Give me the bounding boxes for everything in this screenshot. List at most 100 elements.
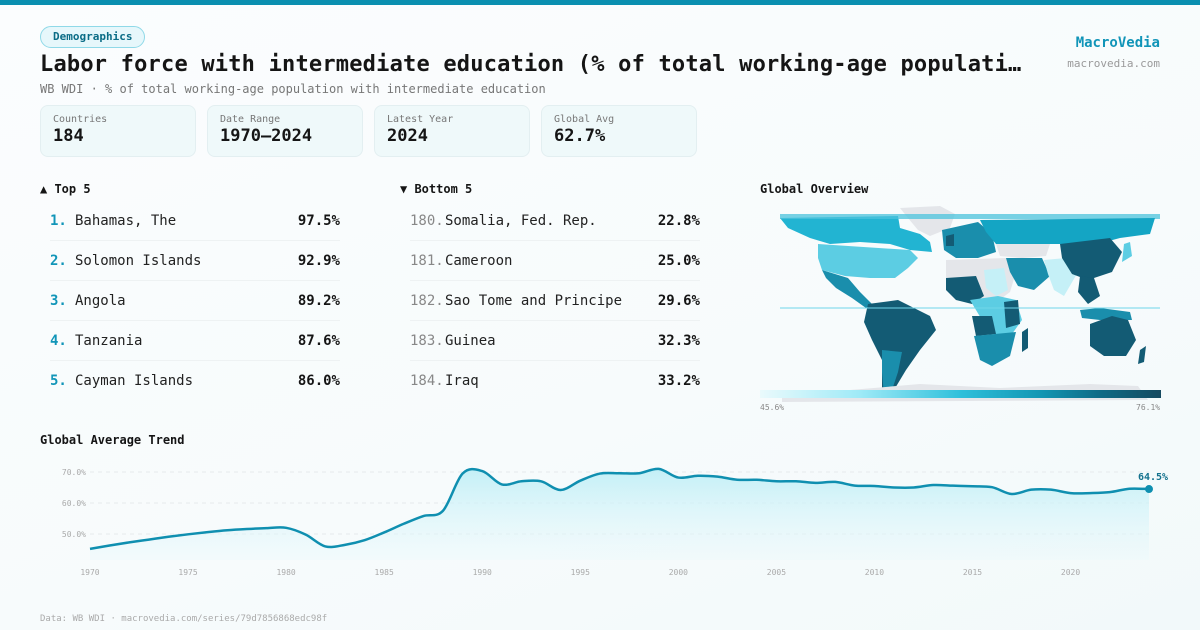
country-value: 32.3% bbox=[657, 332, 700, 349]
y-tick-label: 60.0% bbox=[62, 499, 86, 508]
stat-value: 2024 bbox=[387, 126, 428, 146]
brand-name[interactable]: MacroVedia bbox=[1075, 35, 1160, 51]
x-axis-ticks: 1970 1975 1980 1985 1990 1995 2000 2005 2010 2015… bbox=[80, 568, 1080, 577]
map-region-sahel bbox=[984, 268, 1008, 296]
country-value: 22.8% bbox=[657, 212, 700, 229]
top-accent-bar bbox=[0, 0, 1200, 5]
stats-row: Countries 184 Date Range 1970–2024 Lates… bbox=[40, 105, 697, 157]
map-region-russia bbox=[980, 218, 1155, 246]
list-item[interactable]: 182. Sao Tome and Principe 29.6% bbox=[410, 281, 700, 321]
rank-number: 3. bbox=[50, 292, 67, 309]
map-region-middle-east bbox=[1006, 258, 1050, 290]
rank-number: 184. bbox=[410, 373, 444, 389]
map-region-uk bbox=[946, 234, 954, 246]
list-item[interactable]: 5. Cayman Islands 86.0% bbox=[50, 361, 340, 401]
stat-label: Date Range bbox=[220, 114, 281, 125]
country-name: Cameroon bbox=[445, 252, 513, 269]
stat-label: Global Avg bbox=[554, 114, 615, 125]
x-tick-label: 1980 bbox=[276, 568, 295, 577]
map-region-mexico bbox=[822, 270, 872, 308]
x-tick-label: 1970 bbox=[80, 568, 99, 577]
country-name: Cayman Islands bbox=[75, 373, 194, 389]
bottom5-heading: ▼ Bottom 5 bbox=[400, 182, 473, 196]
bottom5-list: 180. Somalia, Fed. Rep. 22.8% 181. Camer… bbox=[410, 201, 700, 401]
stat-label: Countries bbox=[53, 114, 108, 125]
x-tick-label: 2015 bbox=[963, 568, 982, 577]
category-badge[interactable]: Demographics bbox=[40, 26, 146, 48]
x-tick-label: 2005 bbox=[767, 568, 786, 577]
map-region-argentina bbox=[882, 350, 902, 396]
map-region-south-america bbox=[864, 300, 936, 400]
y-axis-ticks: 50.0% 60.0% 70.0% bbox=[62, 468, 86, 539]
country-name: Bahamas, The bbox=[75, 212, 177, 229]
brand-url[interactable]: macrovedia.com bbox=[1067, 57, 1160, 70]
x-tick-label: 2020 bbox=[1061, 568, 1080, 577]
last-point-marker bbox=[1145, 485, 1153, 494]
list-item[interactable]: 180. Somalia, Fed. Rep. 22.8% bbox=[410, 201, 700, 241]
map-region-australia bbox=[1090, 316, 1136, 356]
stat-value: 1970–2024 bbox=[220, 126, 313, 146]
map-region-tanzania bbox=[1004, 300, 1020, 328]
country-value: 92.9% bbox=[297, 252, 340, 269]
stat-card-date-range: Date Range 1970–2024 bbox=[207, 105, 363, 157]
list-item[interactable]: 183. Guinea 32.3% bbox=[410, 321, 700, 361]
country-value: 89.2% bbox=[297, 292, 340, 309]
rank-number: 183. bbox=[410, 332, 444, 349]
stat-label: Latest Year bbox=[387, 114, 454, 125]
stat-card-latest-year: Latest Year 2024 bbox=[374, 105, 530, 157]
last-value-label: 64.5% bbox=[1138, 472, 1168, 483]
country-value: 86.0% bbox=[297, 373, 340, 389]
list-item[interactable]: 1. Bahamas, The 97.5% bbox=[50, 201, 340, 241]
trend-line-chart[interactable]: 50.0% 60.0% 70.0% 1970 1975 1980 1985 1990 1995… bbox=[0, 455, 1200, 585]
y-tick-label: 50.0% bbox=[62, 530, 86, 539]
rank-number: 181. bbox=[410, 252, 444, 269]
x-tick-label: 1985 bbox=[375, 568, 394, 577]
y-tick-label: 70.0% bbox=[62, 468, 86, 477]
rank-number: 1. bbox=[50, 212, 67, 229]
map-region-se-asia bbox=[1078, 276, 1100, 304]
list-item[interactable]: 2. Solomon Islands 92.9% bbox=[50, 241, 340, 281]
x-tick-label: 1975 bbox=[178, 568, 197, 577]
list-item[interactable]: 181. Cameroon 25.0% bbox=[410, 241, 700, 281]
stat-value: 62.7% bbox=[554, 126, 606, 146]
page-subtitle: WB WDI · % of total working-age populati… bbox=[40, 82, 546, 96]
rank-number: 5. bbox=[50, 373, 67, 389]
list-item[interactable]: 3. Angola 89.2% bbox=[50, 281, 340, 321]
country-name: Solomon Islands bbox=[75, 252, 202, 269]
color-scale-legend bbox=[760, 390, 1161, 398]
brand: MacroVedia macrovedia.com bbox=[1067, 35, 1160, 70]
list-item[interactable]: 4. Tanzania 87.6% bbox=[50, 321, 340, 361]
rank-number: 2. bbox=[50, 252, 67, 269]
trend-area bbox=[90, 468, 1149, 560]
map-heading: Global Overview bbox=[760, 182, 869, 196]
page-title: Labor force with intermediate education … bbox=[40, 52, 1022, 77]
x-tick-label: 1990 bbox=[473, 568, 492, 577]
map-region-greenland bbox=[900, 206, 955, 236]
map-region-indonesia bbox=[1080, 308, 1132, 320]
top5-list: 1. Bahamas, The 97.5% 2. Solomon Islands… bbox=[50, 201, 340, 401]
legend-min-label: 45.6% bbox=[760, 403, 785, 412]
country-value: 33.2% bbox=[657, 373, 700, 389]
map-region-central-asia bbox=[996, 244, 1050, 258]
rank-number: 4. bbox=[50, 332, 67, 349]
country-name: Iraq bbox=[445, 373, 479, 389]
x-tick-label: 2000 bbox=[669, 568, 688, 577]
map-region-madagascar bbox=[1022, 328, 1028, 352]
trend-heading: Global Average Trend bbox=[40, 433, 185, 447]
map-region-new-zealand bbox=[1138, 346, 1146, 364]
top5-heading: ▲ Top 5 bbox=[40, 182, 91, 196]
legend-max-label: 76.1% bbox=[1136, 403, 1161, 412]
country-value: 25.0% bbox=[657, 252, 700, 269]
list-item[interactable]: 184. Iraq 33.2% bbox=[410, 361, 700, 401]
map-region-west-africa bbox=[946, 276, 984, 304]
x-tick-label: 1995 bbox=[571, 568, 590, 577]
rank-number: 182. bbox=[410, 292, 444, 309]
country-name: Sao Tome and Principe bbox=[445, 292, 623, 309]
map-region-southern-africa bbox=[974, 332, 1016, 366]
map-region-europe bbox=[942, 222, 996, 258]
country-name: Angola bbox=[75, 292, 126, 309]
trend-line bbox=[89, 467, 1150, 551]
world-choropleth-map[interactable] bbox=[760, 200, 1160, 410]
map-region-china bbox=[1060, 238, 1122, 280]
stat-card-global-avg: Global Avg 62.7% bbox=[541, 105, 697, 157]
